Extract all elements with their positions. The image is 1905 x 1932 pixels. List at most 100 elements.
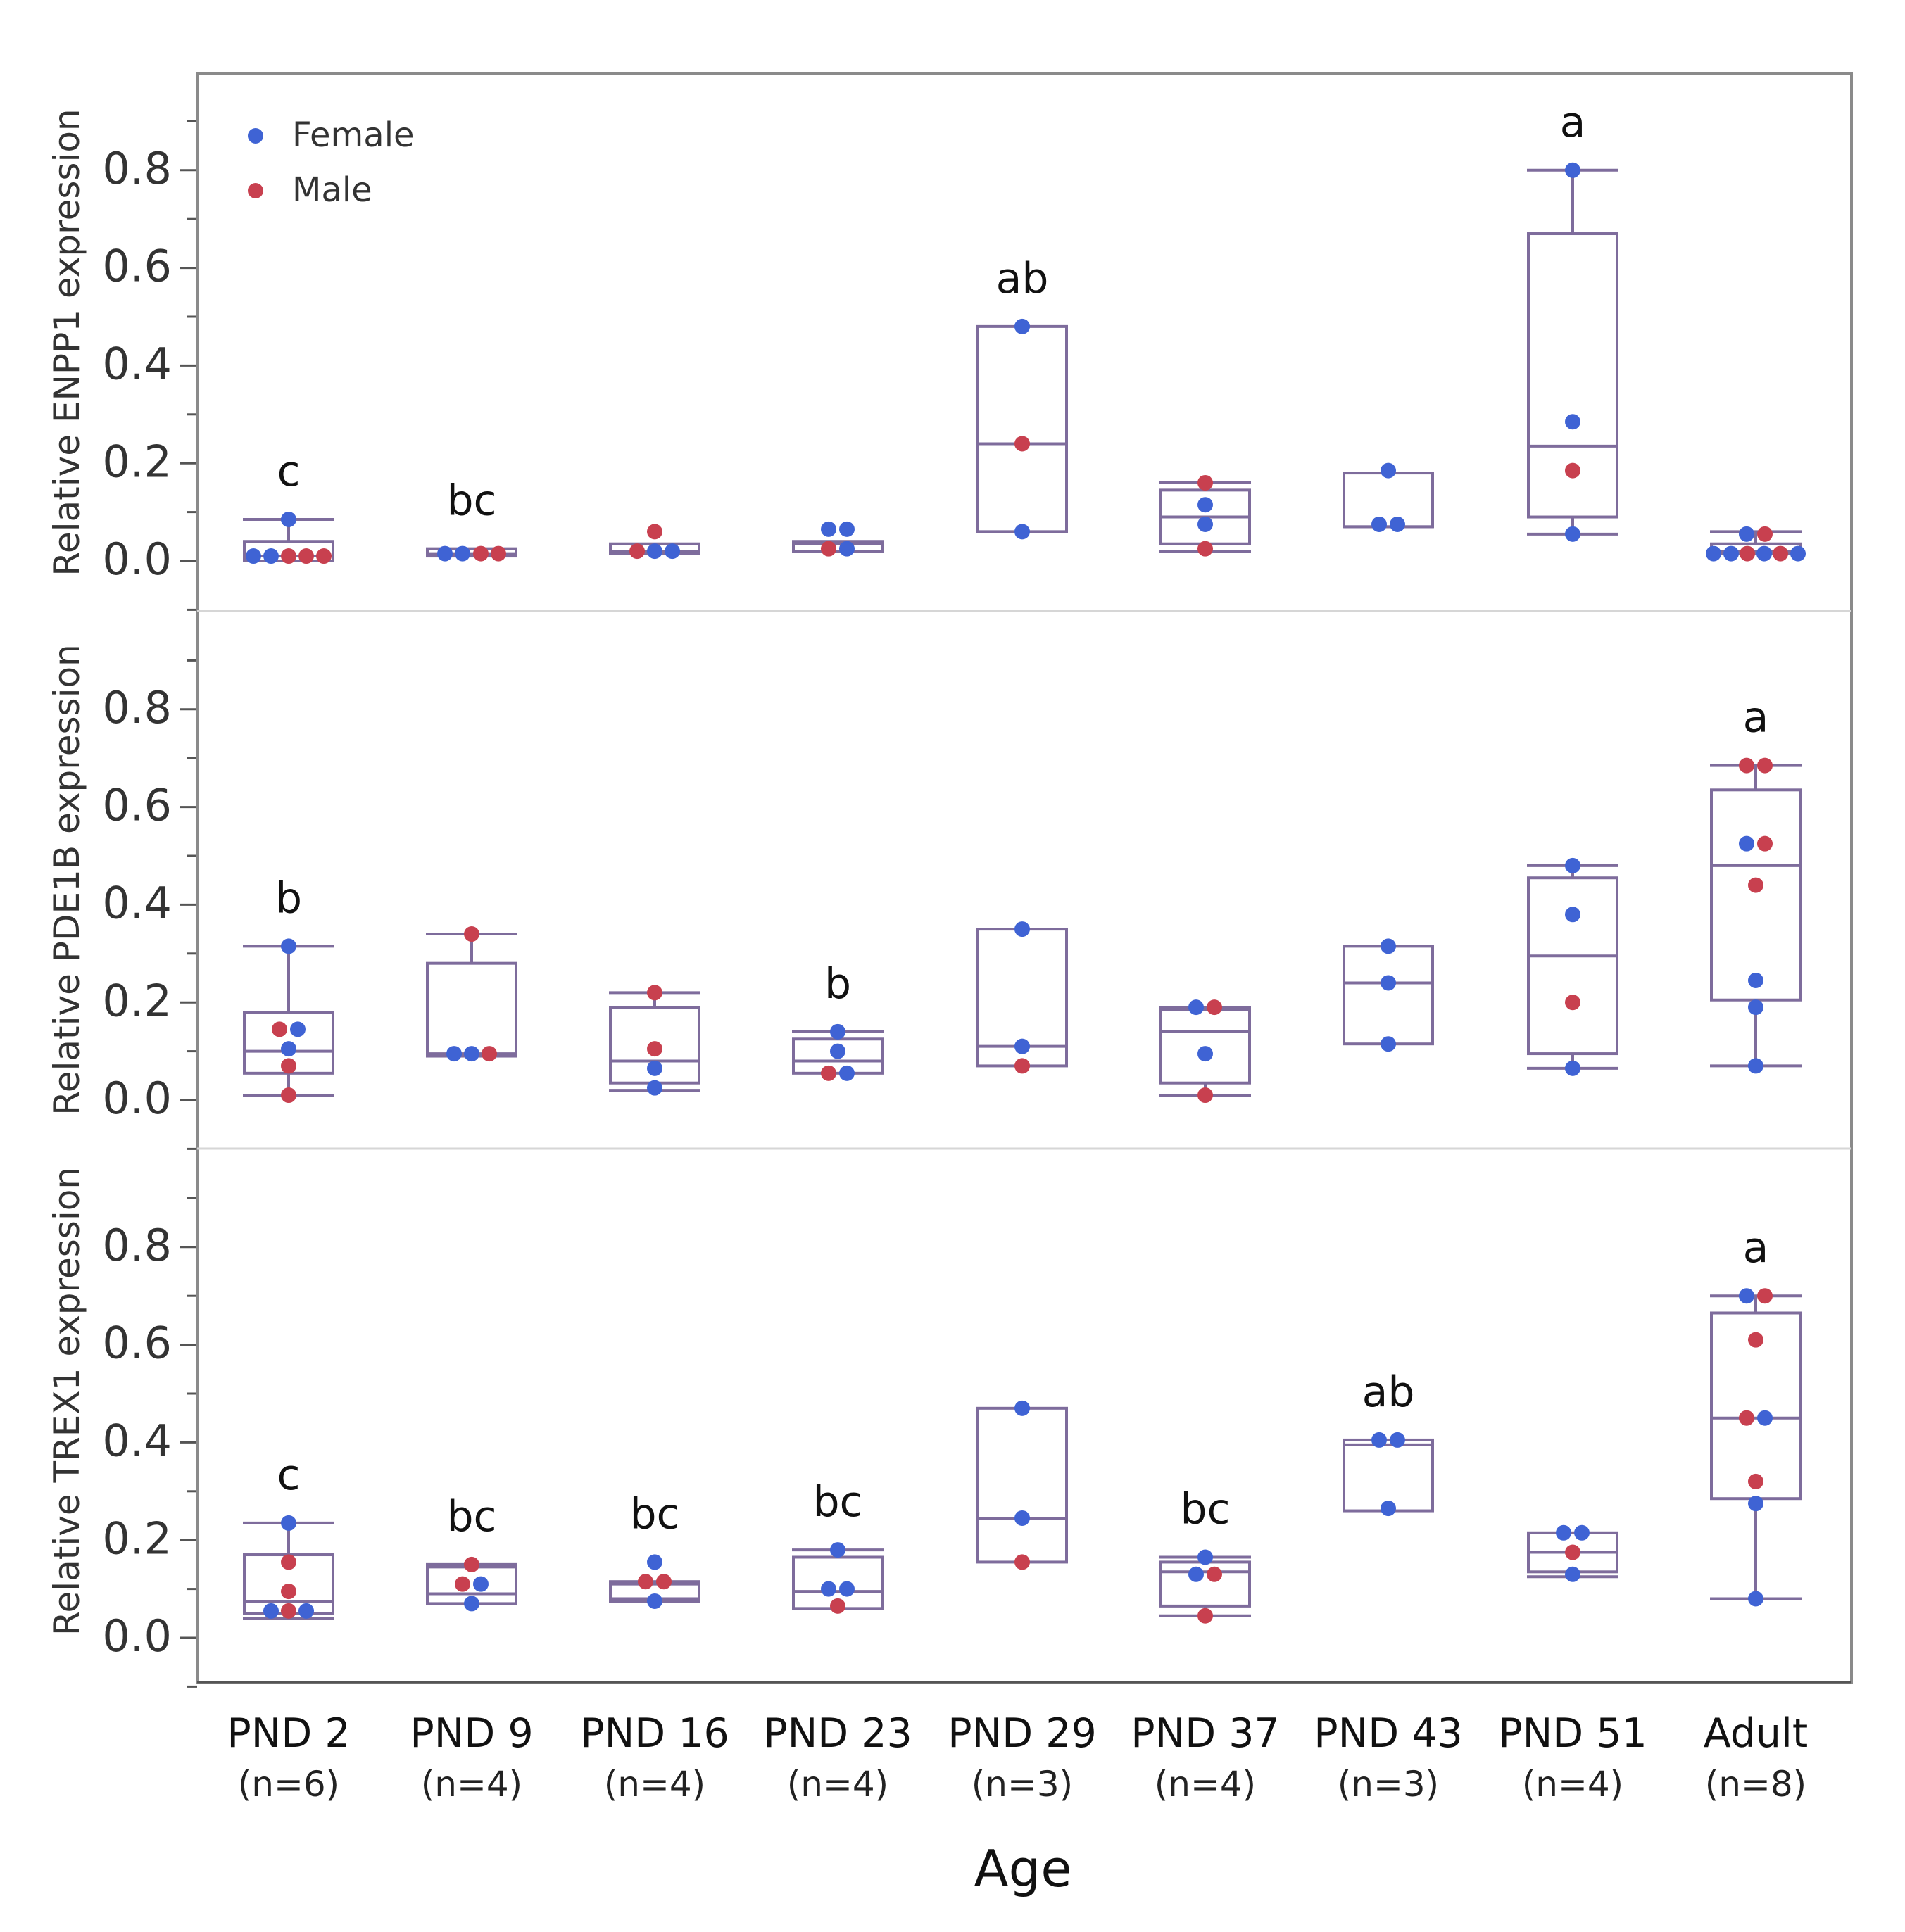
male-point	[647, 1041, 662, 1057]
x-tick-label: Adult	[1704, 1710, 1808, 1757]
female-point	[1739, 835, 1754, 852]
female-point	[1014, 524, 1030, 540]
male-point	[1207, 999, 1222, 1016]
female-point	[1565, 526, 1580, 542]
y-axis-label: Relative TREX1 expression	[46, 1167, 87, 1636]
significance-letter: a	[1560, 98, 1586, 147]
female-point	[1390, 1432, 1405, 1448]
female-point	[1390, 516, 1405, 532]
y-tick-label: 0.6	[102, 241, 172, 292]
male-point	[821, 1065, 836, 1081]
significance-letter: ab	[996, 254, 1049, 303]
female-point	[1574, 1524, 1590, 1541]
y-tick-label: 0.4	[102, 1415, 172, 1466]
male-point	[491, 545, 506, 562]
significance-letter: bc	[446, 1492, 496, 1541]
male-point	[281, 548, 296, 564]
y-tick-label: 0.8	[102, 143, 172, 194]
box-iqr	[1159, 1008, 1251, 1085]
male-point	[647, 985, 662, 1001]
female-point	[464, 1596, 479, 1612]
box-pnd-23	[792, 540, 884, 553]
x-tick-label: PND 2	[227, 1710, 350, 1757]
female-point	[839, 541, 855, 557]
female-point	[1014, 1038, 1030, 1054]
male-point	[1197, 474, 1213, 491]
male-point	[1757, 1288, 1773, 1304]
sample-size-label: (n=3)	[972, 1764, 1073, 1805]
y-axis-label: Relative PDE1B expression	[46, 644, 87, 1115]
male-point	[1565, 995, 1580, 1011]
female-point	[263, 1603, 279, 1619]
y-axis-label: Relative ENPP1 expression	[46, 108, 87, 576]
male-point	[638, 1574, 653, 1590]
female-point	[1381, 1501, 1396, 1517]
x-tick-label: PND 16	[580, 1710, 729, 1757]
female-point	[1381, 462, 1396, 479]
y-tick-label: 0.0	[102, 1610, 172, 1662]
female-point	[1565, 414, 1580, 430]
y-tick-label: 0.6	[102, 780, 172, 831]
female-point	[1565, 1060, 1580, 1076]
sample-size-label: (n=4)	[421, 1764, 522, 1805]
female-point	[1556, 1524, 1571, 1541]
female-point	[1381, 1036, 1396, 1052]
x-tick-label: PND 9	[410, 1710, 533, 1757]
female-point	[1565, 857, 1580, 873]
female-point	[647, 1080, 662, 1096]
female-point	[1748, 1496, 1763, 1512]
x-tick-label: PND 23	[763, 1710, 912, 1757]
female-point	[1381, 975, 1396, 991]
y-tick-label: 0.4	[102, 338, 172, 389]
female-point	[1197, 1549, 1213, 1565]
male-point	[464, 926, 479, 942]
male-point	[1748, 877, 1763, 893]
female-point	[665, 543, 680, 560]
female-point	[647, 1593, 662, 1609]
male-point	[821, 541, 836, 557]
female-point	[1748, 972, 1763, 988]
male-point	[298, 548, 314, 564]
female-point	[1014, 1400, 1030, 1416]
female-point	[830, 1023, 845, 1040]
y-tick-label: 0.8	[102, 682, 172, 733]
male-point	[1197, 1608, 1213, 1624]
male-point	[455, 1576, 470, 1592]
y-tick-label: 0.2	[102, 436, 172, 487]
legend: Female Male	[248, 115, 415, 210]
female-point	[446, 1046, 462, 1062]
female-point	[1739, 526, 1754, 542]
male-point	[1197, 1087, 1213, 1104]
female-point	[1748, 1591, 1763, 1607]
sample-size-label: (n=3)	[1338, 1764, 1439, 1805]
female-point	[647, 1060, 662, 1076]
female-point	[647, 543, 662, 560]
y-tick-label: 0.0	[102, 1073, 172, 1124]
male-point	[272, 1021, 287, 1037]
significance-letter: a	[1743, 693, 1769, 743]
female-point	[1381, 938, 1396, 954]
male-point	[464, 1556, 479, 1572]
panel-1: 0.0 0.2 0.4 0.6 0.8 Relative ENPP1 expression…	[46, 74, 1806, 611]
female-point	[1757, 1410, 1773, 1426]
female-point	[246, 548, 261, 564]
female-point	[1565, 162, 1580, 178]
significance-letter: b	[275, 873, 302, 923]
sample-size-label: (n=8)	[1705, 1764, 1806, 1805]
significance-letter: b	[824, 959, 851, 1009]
y-tick-label: 0.8	[102, 1220, 172, 1271]
male-point	[1014, 436, 1030, 452]
sample-size-label: (n=4)	[1155, 1764, 1256, 1805]
significance-letter: ab	[1362, 1368, 1415, 1417]
female-point	[1014, 1510, 1030, 1526]
male-point	[1565, 1544, 1580, 1560]
female-point	[1014, 318, 1030, 334]
y-tick-label: 0.2	[102, 1513, 172, 1564]
x-axis: PND 2 (n=6) PND 9 (n=4) PND 16 (n=4) PND 23 (n=…	[197, 1681, 1851, 1898]
male-point	[1773, 545, 1788, 562]
female-point	[830, 1043, 845, 1059]
male-legend-marker	[248, 183, 263, 198]
x-tick-label: PND 51	[1498, 1710, 1647, 1757]
